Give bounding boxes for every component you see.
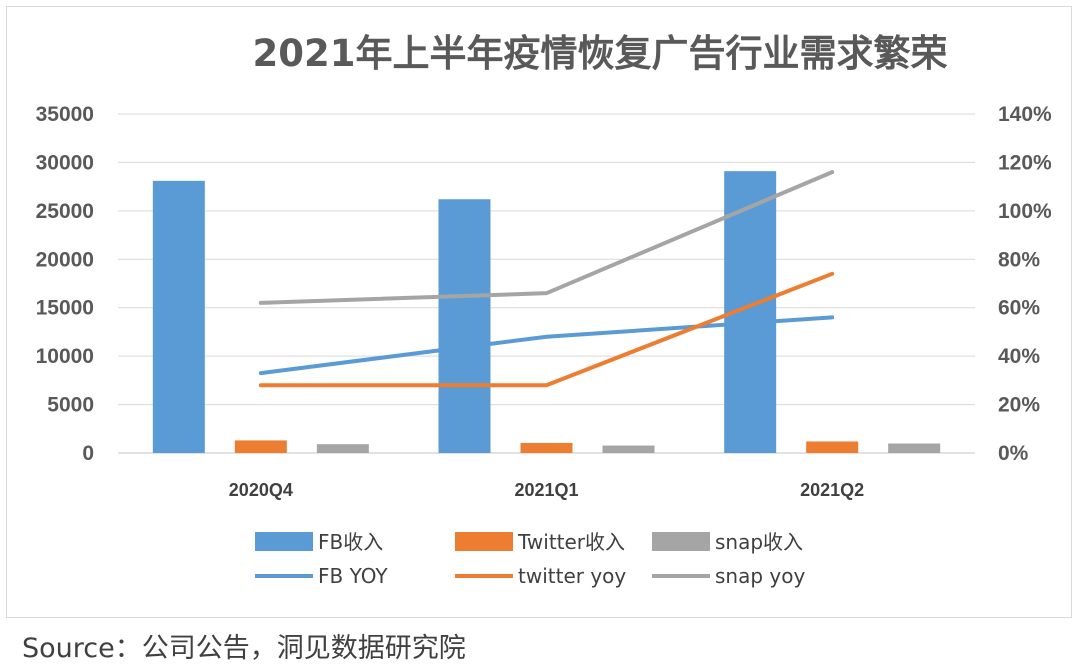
y-right-tick-label: 40% [998,345,1040,368]
bar-2-1 [602,445,655,453]
bar-2-2 [888,443,941,453]
legend-label: snap yoy [715,564,805,588]
y-right-tick-label: 140% [998,103,1052,126]
legend-bar-swatch-1 [455,532,513,551]
legend: FB收入 Twitter收入 snap收入 FB YOY twitter yoy snap… [255,530,805,588]
bar-0-1 [438,199,491,453]
legend-label: FB YOY [318,564,388,588]
source-note: Source：公司公告，洞见数据研究院 [22,633,466,664]
y-left-tick-label: 15000 [36,297,94,320]
y-left-tick-label: 30000 [36,151,94,174]
axis-layer: 0 0% 5000 20% 10000 40% 15000 60% 20000 80% 25000 1… [36,103,1052,500]
bar-0-0 [152,180,205,453]
y-right-tick-label: 20% [998,394,1040,417]
chart-title: 2021年上半年疫情恢复广告行业需求繁荣 [253,32,948,75]
x-category-label: 2020Q4 [229,480,293,500]
line-series-2 [258,170,835,305]
line-series-0 [258,315,835,376]
y-right-tick-label: 100% [998,200,1052,223]
bar-2-0 [316,444,369,453]
chart: 2021年上半年疫情恢复广告行业需求繁荣 0 0% 5000 20% 10000 40% 1… [36,32,1052,588]
x-category-label: 2021Q2 [800,480,864,500]
grid [118,113,975,454]
y-left-tick-label: 35000 [36,103,94,126]
legend-label: twitter yoy [518,564,626,588]
y-left-tick-label: 5000 [47,394,94,417]
y-left-tick-label: 20000 [36,248,94,271]
bar-1-0 [234,440,287,453]
y-left-tick-label: 10000 [36,345,94,368]
legend-bar-swatch-2 [652,532,710,551]
y-left-tick-label: 0 [82,442,94,465]
x-category-label: 2021Q1 [514,480,578,500]
bar-1-2 [806,441,859,453]
y-right-tick-label: 60% [998,297,1040,320]
y-left-tick-label: 25000 [36,200,94,223]
legend-label: Twitter收入 [517,530,625,554]
legend-label: snap收入 [715,530,803,554]
legend-label: FB收入 [318,530,383,554]
bar-1-1 [520,442,573,453]
y-right-tick-label: 0% [998,442,1029,465]
legend-bar-swatch-0 [255,532,313,551]
bar-layer [152,171,941,453]
line-layer [258,170,835,388]
y-right-tick-label: 120% [998,151,1052,174]
line-series-1 [258,271,835,388]
y-right-tick-label: 80% [998,248,1040,271]
